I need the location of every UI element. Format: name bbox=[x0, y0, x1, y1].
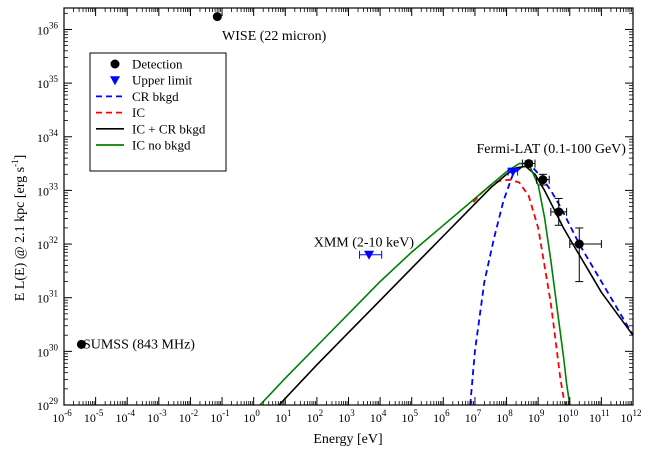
curves-group bbox=[259, 162, 633, 405]
legend-box bbox=[89, 52, 227, 172]
y-tick-label: 1032 bbox=[37, 235, 58, 252]
x-tick-label: 103 bbox=[338, 408, 355, 425]
upper-limit-point-fermi-ul bbox=[507, 167, 518, 177]
annotation-2: XMM (2-10 keV) bbox=[314, 236, 415, 251]
x-tick-label: 10-6 bbox=[52, 408, 72, 425]
series-line-cr-bkgd bbox=[469, 165, 633, 405]
x-tick-label: 106 bbox=[433, 408, 450, 425]
detection-point-fermi-4 bbox=[574, 239, 584, 249]
legend-symbol-upper-limit bbox=[110, 76, 120, 86]
detection-point-fermi-1 bbox=[524, 159, 534, 169]
x-tick-label: 1011 bbox=[589, 408, 610, 425]
annotation-1: Fermi-LAT (0.1-100 GeV) bbox=[477, 142, 627, 157]
detection-point-fermi-2 bbox=[538, 175, 548, 185]
upper-limit-point-xmm bbox=[364, 250, 375, 260]
y-axis-title-sup: -1 bbox=[10, 159, 20, 167]
x-tick-label: 104 bbox=[370, 408, 387, 425]
x-tick-label: 10-5 bbox=[84, 408, 104, 425]
y-tick-label: 1033 bbox=[37, 181, 59, 198]
x-tick-label: 10-4 bbox=[115, 408, 135, 425]
x-tick-label: 1010 bbox=[557, 408, 579, 425]
detection-point-sumss bbox=[76, 339, 86, 349]
detection-point-fermi-3 bbox=[554, 207, 564, 217]
x-tick-label: 10-1 bbox=[210, 408, 230, 425]
legend-symbol-detection bbox=[110, 59, 120, 69]
y-axis-title: E L(E) @ 2.1 kpc [erg s-1] bbox=[10, 155, 28, 302]
y-tick-label: 1034 bbox=[37, 128, 59, 145]
series-line-ic-cr-bkgd bbox=[278, 165, 633, 405]
x-tick-label: 107 bbox=[465, 408, 482, 425]
x-tick-label: 10-3 bbox=[147, 408, 167, 425]
x-tick-label: 108 bbox=[496, 408, 513, 425]
x-tick-label: 101 bbox=[275, 408, 292, 425]
legend-label-cr-bkgd: CR bkgd bbox=[132, 89, 179, 104]
annotation-3: SUMSS (843 MHz) bbox=[83, 338, 195, 353]
legend-label-ic-cr-bkgd: IC + CR bkgd bbox=[132, 121, 206, 136]
plot-layer: WISE (22 micron) Fermi-LAT (0.1-100 GeV) X… bbox=[76, 12, 633, 405]
legend-label-upper-limit: Upper limit bbox=[132, 73, 193, 88]
x-tick-label: 109 bbox=[528, 408, 545, 425]
series-line-ic bbox=[472, 178, 567, 405]
legend-label-detection: Detection bbox=[132, 57, 183, 72]
x-tick-label: 10-2 bbox=[179, 408, 199, 425]
x-tick-label: 100 bbox=[243, 408, 260, 425]
legend-label-ic: IC bbox=[132, 105, 145, 120]
x-tick-label: 1012 bbox=[621, 408, 642, 425]
y-tick-label: 1036 bbox=[37, 20, 59, 37]
detection-point-wise bbox=[212, 12, 222, 22]
x-tick-label: 105 bbox=[401, 408, 418, 425]
y-axis-title-main: E L(E) @ 2.1 kpc [erg s bbox=[13, 167, 28, 301]
x-axis-title: Energy [eV] bbox=[313, 432, 382, 447]
y-tick-label: 1029 bbox=[37, 396, 59, 413]
legend-label-ic-no-bkgd: IC no bkgd bbox=[132, 138, 191, 153]
series-line-ic-no-bkgd bbox=[259, 162, 571, 405]
y-tick-label: 1031 bbox=[37, 289, 58, 306]
axes-layer: 10-6 10-5 10-4 10-3 10-2 10-1 100 101 102 103 104 1… bbox=[37, 7, 642, 425]
annotation-0: WISE (22 micron) bbox=[222, 29, 327, 44]
y-tick-label: 1030 bbox=[37, 342, 59, 359]
x-tick-label: 102 bbox=[307, 408, 324, 425]
y-tick-label: 1035 bbox=[37, 74, 59, 91]
y-axis-title-end: ] bbox=[13, 155, 28, 160]
